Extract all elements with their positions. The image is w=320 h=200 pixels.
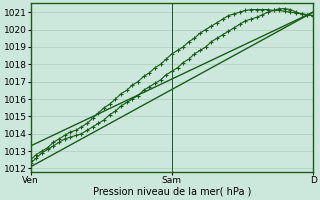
X-axis label: Pression niveau de la mer( hPa ): Pression niveau de la mer( hPa ) [93,187,251,197]
